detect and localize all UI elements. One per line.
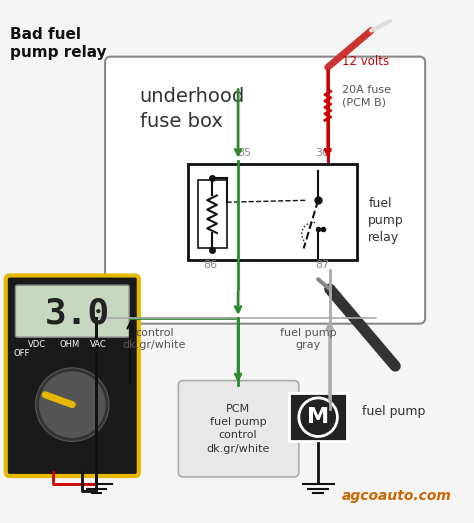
Bar [289, 393, 347, 441]
Text: PCM
fuel pump
control
dk.gr/white: PCM fuel pump control dk.gr/white [206, 404, 270, 453]
Text: control
dk.gr/white: control dk.gr/white [123, 327, 186, 350]
Text: 86: 86 [203, 260, 218, 270]
Text: M: M [307, 407, 329, 427]
FancyBboxPatch shape [16, 285, 129, 337]
Text: fuel pump
gray: fuel pump gray [280, 327, 337, 350]
FancyBboxPatch shape [6, 276, 139, 476]
Text: VDC: VDC [27, 340, 46, 349]
Circle shape [299, 398, 337, 437]
Text: OFF: OFF [13, 349, 29, 358]
Text: OHM: OHM [59, 340, 80, 349]
Text: 3.0: 3.0 [45, 296, 110, 330]
Text: 12 volts: 12 volts [342, 55, 389, 69]
Text: agcoauto.com: agcoauto.com [342, 489, 452, 503]
Bar [198, 180, 227, 248]
FancyBboxPatch shape [178, 381, 299, 477]
Text: 85: 85 [237, 148, 251, 158]
Text: 20A fuse
(PCM B): 20A fuse (PCM B) [342, 85, 391, 108]
Circle shape [36, 368, 109, 441]
Text: 30: 30 [315, 148, 329, 158]
FancyBboxPatch shape [105, 56, 425, 324]
Text: VAC: VAC [90, 340, 107, 349]
Bar [188, 164, 356, 260]
Text: underhood
fuse box: underhood fuse box [140, 86, 245, 131]
Text: fuel pump: fuel pump [362, 405, 425, 418]
Text: 87: 87 [315, 260, 329, 270]
Text: fuel
pump
relay: fuel pump relay [368, 197, 404, 244]
Text: Bad fuel
pump relay: Bad fuel pump relay [9, 27, 106, 60]
